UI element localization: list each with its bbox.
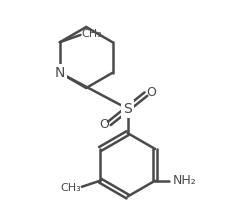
Text: N: N	[54, 66, 65, 80]
Text: O: O	[99, 118, 108, 131]
Text: S: S	[123, 102, 131, 116]
Text: O: O	[146, 86, 155, 99]
Text: CH₃: CH₃	[60, 183, 80, 193]
Text: CH₃: CH₃	[81, 29, 102, 39]
Text: NH₂: NH₂	[172, 174, 196, 187]
